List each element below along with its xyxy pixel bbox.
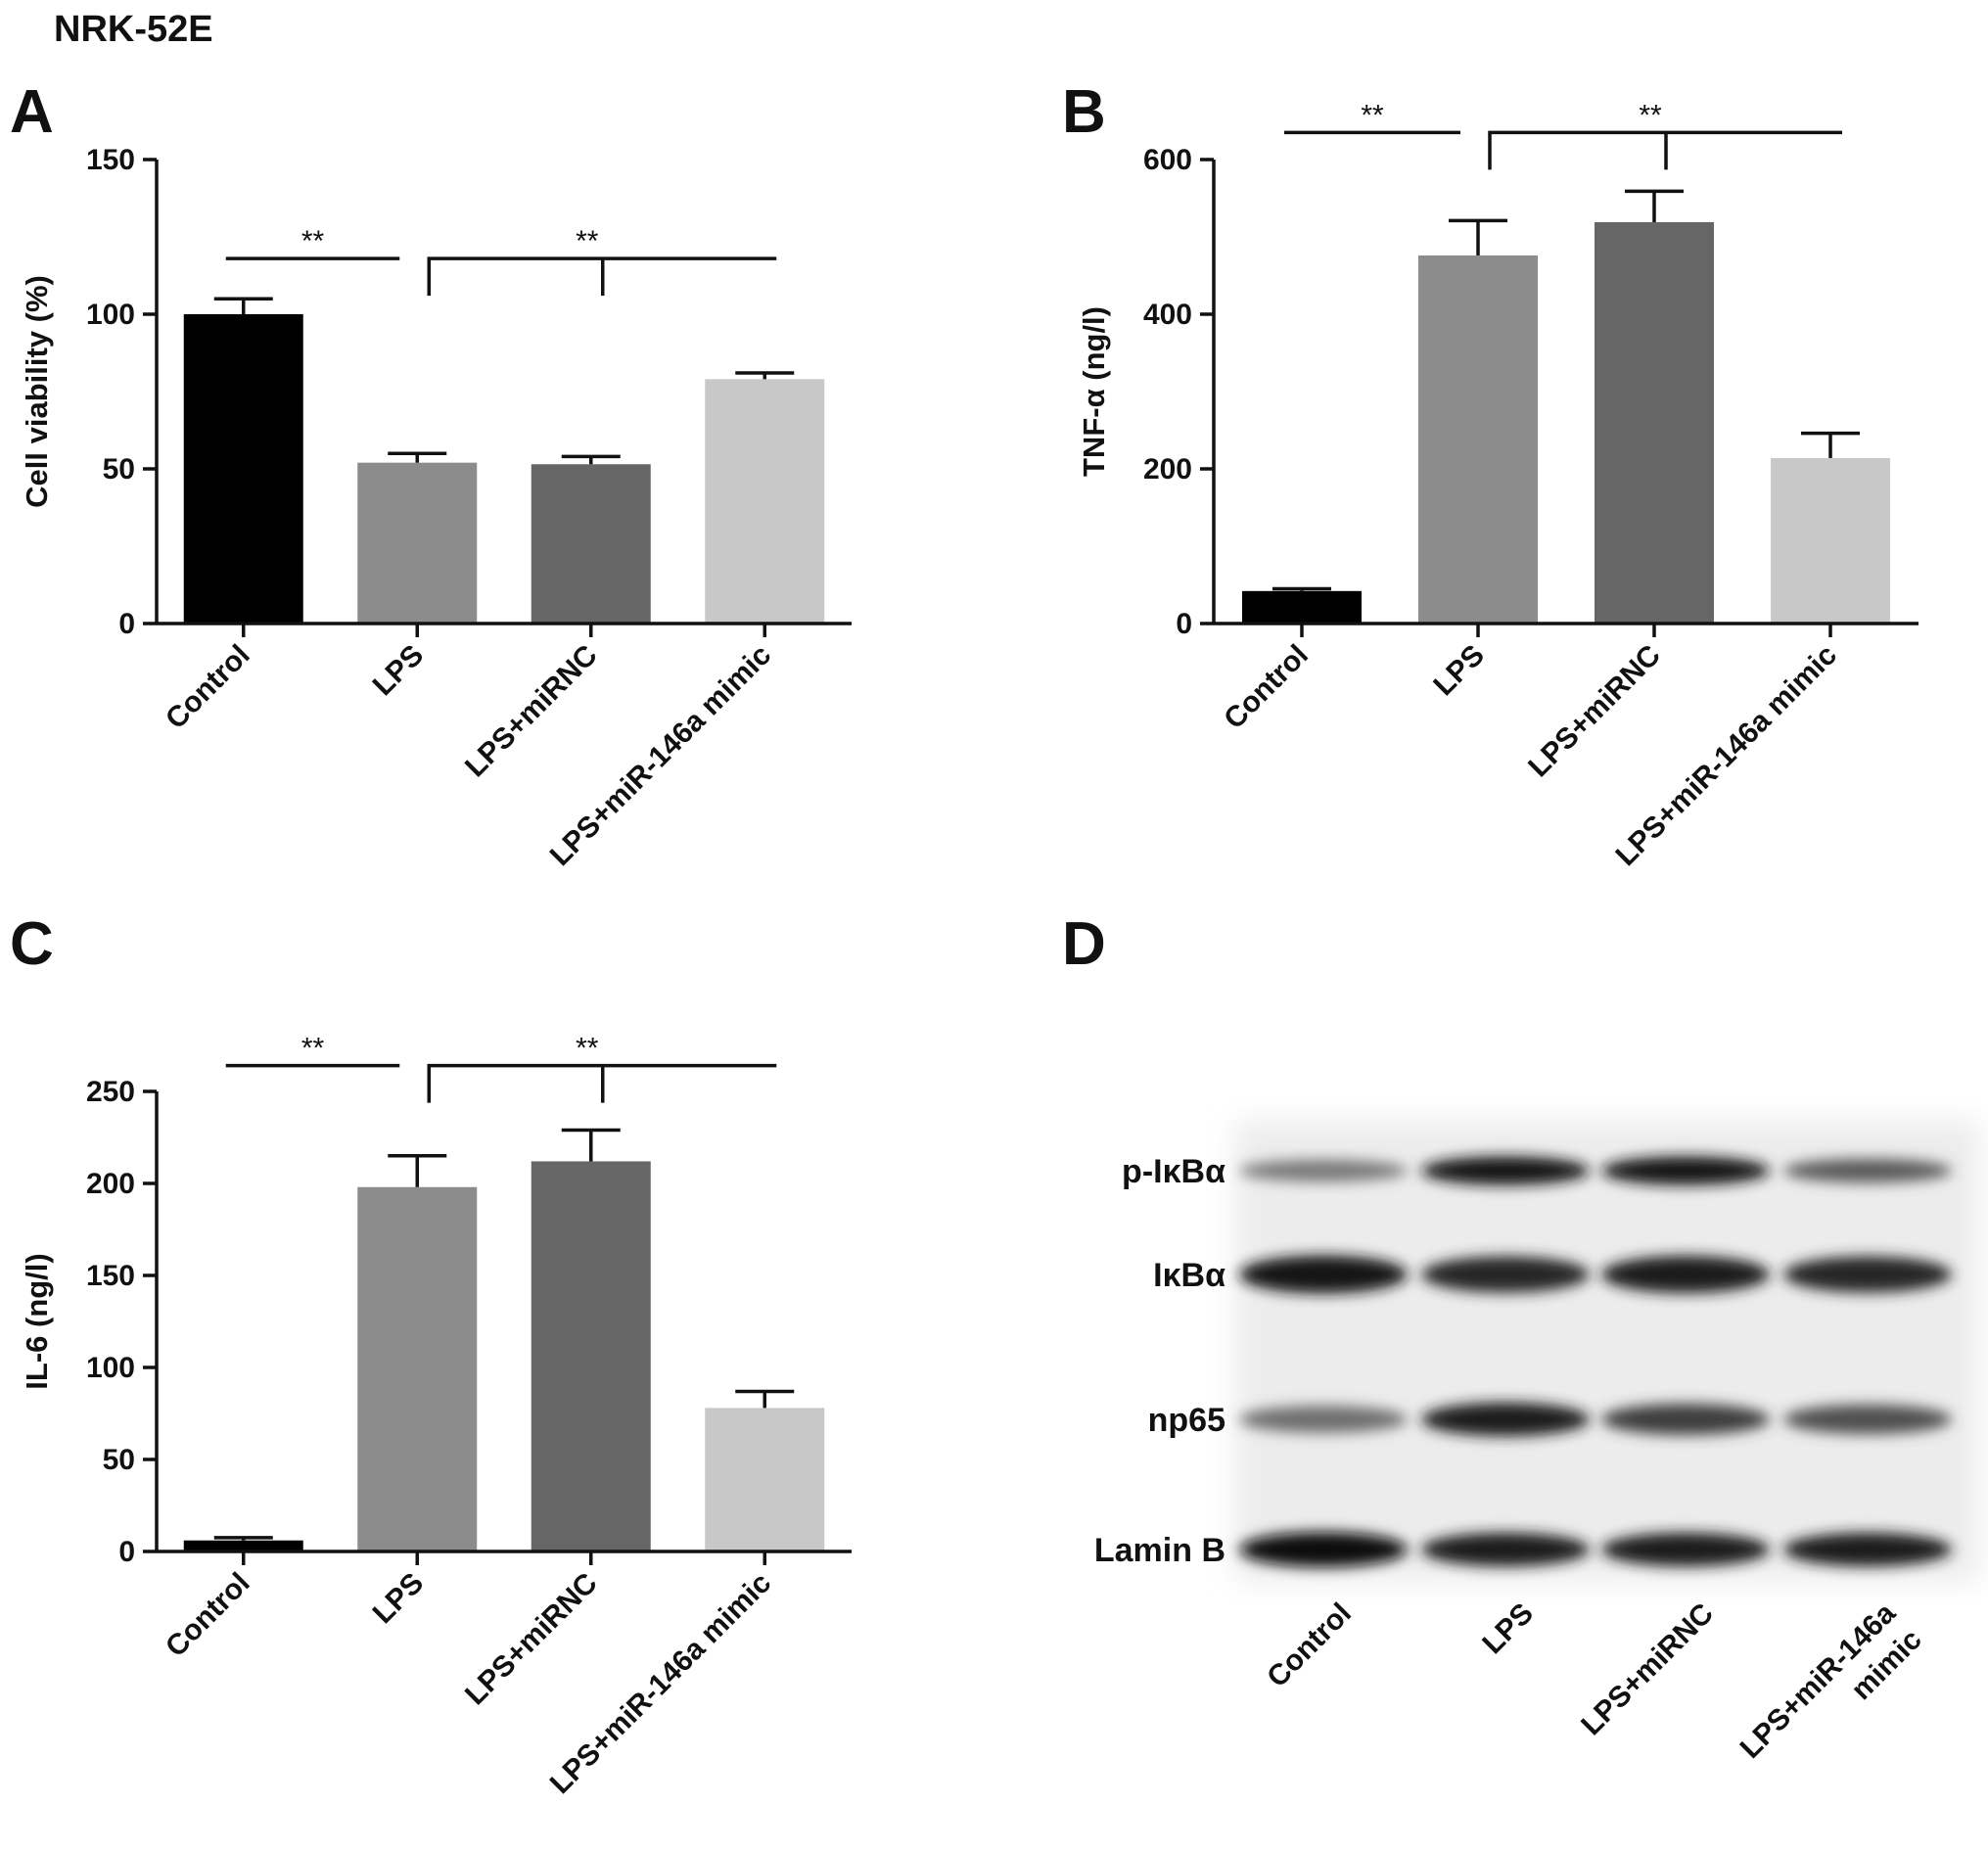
blot-band-p-i-b-lane-3 (1601, 1156, 1770, 1185)
panel-c-significance-label: ** (576, 1033, 599, 1065)
panel-c-significance-line: ** (225, 1033, 400, 1068)
blot-band-lamin-b-lane-1 (1239, 1532, 1408, 1567)
panel-d-western-blot: p-IκBα IκBα np65 Lamin B Control LPS LPS+miRNC… (1094, 1121, 1979, 1790)
panel-b-y-tick-label: 0 (1176, 608, 1192, 640)
blot-membrane (1235, 1121, 1979, 1581)
panel-a-error-bar-lps-mirnc (561, 454, 621, 465)
panel-a-bar-control (183, 314, 303, 624)
panel-c-error-bar-control (213, 1536, 273, 1541)
blot-band-i-b-lane-3 (1601, 1255, 1770, 1294)
panel-letter-a: A (10, 78, 54, 146)
panel-b-y-tick-label: 400 (1143, 299, 1192, 331)
blot-label-p-i-b: p-IκBα (1122, 1153, 1225, 1190)
panel-c-error-bar-lps-mir-146a-mimic (735, 1389, 795, 1409)
panel-a-bar-lps-mirnc (531, 464, 651, 624)
panel-a-error-bar-control (213, 297, 273, 314)
panel-a-y-tick-label: 100 (86, 299, 135, 331)
blot-band-np65-lane-3 (1601, 1404, 1770, 1435)
blot-band-i-b-lane-4 (1783, 1256, 1952, 1293)
blot-lane-label-2: LPS (1476, 1597, 1540, 1661)
panel-a-bar-lps (357, 462, 478, 624)
blot-lane-label-4: LPS+miR-146amimic (1734, 1596, 1928, 1790)
panel-b-significance-bracket: ** (1488, 99, 1842, 170)
panel-c-y-tick-label: 250 (86, 1076, 135, 1108)
panel-c-x-tick-label-lps: LPS (367, 1567, 431, 1631)
blot-band-np65-lane-2 (1421, 1402, 1590, 1437)
panel-b-significance-label: ** (1361, 99, 1384, 131)
panel-letter-c: C (10, 910, 54, 978)
panel-a-y-axis-label: Cell viability (%) (20, 275, 54, 508)
panel-c-error-bar-lps-mirnc (561, 1128, 621, 1162)
panel-b-bar-lps (1418, 255, 1538, 624)
panel-a-bar-lps-mir-146a-mimic (705, 379, 825, 624)
panel-b-bar-lps-mirnc (1595, 221, 1714, 625)
panel-b-y-axis-label: TNF-α (ng/l) (1077, 306, 1111, 477)
panel-b-error-bar-control (1272, 586, 1331, 591)
blot-band-p-i-b-lane-4 (1783, 1158, 1952, 1183)
panel-a-significance-line: ** (225, 225, 400, 260)
blot-band-lamin-b-lane-3 (1601, 1532, 1770, 1567)
panel-a-y-tick-label: 50 (103, 453, 135, 486)
panel-a-x-tick-label-lps: LPS (367, 639, 431, 703)
blot-band-lamin-b-lane-4 (1783, 1532, 1952, 1567)
panel-a-significance-label: ** (301, 225, 325, 257)
panel-b-significance-line: ** (1284, 99, 1460, 135)
panel-c-y-axis-label: IL-6 (ng/l) (20, 1253, 54, 1389)
panel-b-bar-control (1242, 590, 1362, 624)
panel-b-error-bar-lps-mirnc (1625, 189, 1684, 222)
blot-band-np65-lane-4 (1783, 1404, 1952, 1435)
blot-band-np65-lane-1 (1239, 1406, 1408, 1433)
panel-b-bar-lps-mir-146a-mimic (1771, 457, 1890, 624)
panel-c-y-tick-label: 150 (86, 1260, 135, 1292)
panel-c-bar-lps-mirnc (531, 1161, 651, 1551)
panel-c-x-tick-label-control: Control (160, 1567, 256, 1664)
panel-c-bar-lps (357, 1186, 478, 1551)
blot-lane-label-1: Control (1261, 1597, 1358, 1694)
panel-b-error-bar-lps (1449, 218, 1507, 255)
blot-band-p-i-b-lane-2 (1421, 1156, 1590, 1185)
panel-letter-b: B (1062, 78, 1106, 146)
panel-b-x-tick-label-lps-mirnc: LPS+miRNC (1522, 639, 1667, 784)
panel-a-x-tick-label-lps-mirnc: LPS+miRNC (459, 639, 604, 784)
panel-c-bar-lps-mir-146a-mimic (705, 1408, 825, 1551)
panel-c-y-tick-label: 0 (118, 1536, 135, 1568)
panel-c-y-tick-label: 50 (103, 1444, 135, 1476)
panel-c-significance-label: ** (301, 1033, 325, 1065)
panel-a-significance-label: ** (576, 225, 599, 257)
blot-lane-label-3: LPS+miRNC (1575, 1597, 1720, 1742)
blot-band-i-b-lane-2 (1421, 1256, 1590, 1293)
panel-a-y-tick-label: 150 (86, 144, 135, 176)
panel-b-error-bar-lps-mir-146a-mimic (1801, 431, 1860, 458)
panel-b-significance-label: ** (1639, 99, 1662, 131)
panel-a-y-tick-label: 0 (118, 608, 135, 640)
panel-c-y-tick-label: 100 (86, 1352, 135, 1384)
panel-c-bar-control (183, 1540, 303, 1551)
panel-b-y-tick-label: 600 (1143, 144, 1192, 176)
panel-b-x-tick-label-control: Control (1218, 639, 1315, 736)
figure-title: NRK-52E (54, 9, 213, 50)
panel-c-significance-bracket: ** (427, 1033, 777, 1103)
panel-b-x-tick-label-lps: LPS (1427, 639, 1491, 703)
panel-c-x-tick-label-lps-mirnc: LPS+miRNC (459, 1567, 604, 1712)
panel-a-x-tick-label-control: Control (160, 639, 256, 736)
blot-band-i-b-lane-1 (1239, 1255, 1408, 1294)
blot-label-np65: np65 (1148, 1402, 1225, 1439)
panel-b-y-tick-label: 200 (1143, 453, 1192, 486)
panel-letter-d: D (1062, 910, 1106, 978)
blot-label-i-b: IκBα (1153, 1257, 1225, 1294)
panel-c-error-bar-lps (388, 1154, 447, 1187)
blot-label-lamin-b: Lamin B (1094, 1532, 1225, 1569)
blot-band-lamin-b-lane-2 (1421, 1532, 1590, 1567)
blot-band-p-i-b-lane-1 (1239, 1159, 1408, 1182)
panel-c-y-tick-label: 200 (86, 1168, 135, 1200)
panel-a-error-bar-lps-mir-146a-mimic (735, 371, 795, 380)
panel-a-error-bar-lps (388, 451, 447, 463)
panel-a-significance-bracket: ** (427, 225, 777, 297)
